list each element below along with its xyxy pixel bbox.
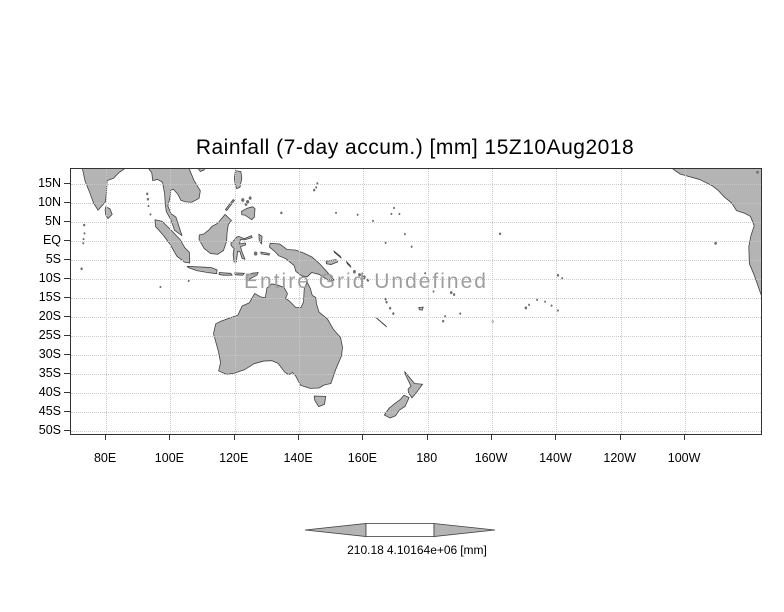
landmass-fiji <box>419 307 424 310</box>
landmass-lesser-sunda <box>219 273 232 276</box>
landmass-australia <box>214 282 343 388</box>
colorbar-right-arrow <box>433 523 496 537</box>
colorbar <box>303 521 497 539</box>
lon-tick-label: 160W <box>474 451 508 465</box>
landmass-timor <box>246 273 258 280</box>
lat-tick-label: 15N <box>38 176 61 190</box>
landmass-nz-north-island <box>405 372 423 398</box>
landmass-sumatra <box>155 220 190 263</box>
lat-tick-label: 5S <box>45 251 61 266</box>
lat-tick-label: 35S <box>38 365 61 380</box>
lat-tick-label: 20S <box>38 308 61 323</box>
landmass-india <box>74 169 130 210</box>
lat-tick-label: 10S <box>38 270 61 285</box>
undefined-grid-message: Entire Grid Undefined <box>244 270 488 293</box>
landmass-tasmania <box>314 396 326 407</box>
landmass-sulawesi <box>231 236 252 262</box>
lon-tick-label: 120E <box>219 451 249 465</box>
landmass-sri-lanka <box>105 207 112 219</box>
colorbar-left-value: 210.18 <box>347 543 384 557</box>
landmass-new-caledonia <box>376 317 387 326</box>
map-svg <box>74 169 761 434</box>
landmass-halmahera <box>259 234 262 244</box>
lon-tick-label: 120W <box>603 451 637 465</box>
lat-tick-label: 40S <box>38 384 61 399</box>
landmass-borneo <box>199 214 231 254</box>
colorbar-middle-segment <box>365 523 435 537</box>
landmass-flores <box>235 273 245 275</box>
colorbar-left-arrow <box>304 523 367 537</box>
colorbar-unit: [mm] <box>460 543 487 557</box>
colorbar-right-value: 4.10164e+06 <box>386 543 458 557</box>
lon-tick-label: 100E <box>154 451 184 465</box>
lon-tick-label: 140E <box>283 451 313 465</box>
landmass-mindanao <box>241 207 255 220</box>
lat-tick-label: EQ <box>42 232 61 247</box>
landmass-hainan <box>198 169 205 171</box>
landmass-americas <box>672 169 761 306</box>
landmass-java <box>187 266 217 273</box>
landmass-indochina <box>146 169 201 236</box>
lat-tick-label: 10N <box>38 195 61 209</box>
plot-area: Entire Grid Undefined <box>70 168 762 435</box>
lon-tick-label: 160E <box>347 451 377 465</box>
lat-tick-label: 30S <box>38 346 61 361</box>
chart-title: Rainfall (7-day accum.) [mm] 15Z10Aug201… <box>195 136 635 159</box>
lon-tick-label: 180 <box>416 451 438 465</box>
landmass-palawan <box>225 200 234 211</box>
lon-tick-label: 80E <box>93 451 117 465</box>
landmass-new-britain <box>326 260 338 265</box>
lat-tick-label: 15S <box>38 289 61 304</box>
small-islands <box>80 170 759 323</box>
lon-tick-label: 100W <box>667 451 701 465</box>
lat-tick-label: 25S <box>38 327 61 342</box>
landmass-nz-south-island <box>384 395 409 418</box>
lat-tick-label: 45S <box>38 403 61 418</box>
lon-tick-label: 140W <box>539 451 572 465</box>
landmass-luzon <box>234 171 241 189</box>
landmass-new-ireland <box>334 251 341 258</box>
lat-tick-label: 50S <box>38 422 61 437</box>
landmass-seram <box>261 252 270 255</box>
colorbar-label: 210.18 4.10164e+06 [mm] <box>347 543 487 557</box>
lat-tick-label: 5N <box>45 214 61 228</box>
landmass-bougainville <box>346 262 351 268</box>
landmass-new-guinea <box>269 243 334 280</box>
